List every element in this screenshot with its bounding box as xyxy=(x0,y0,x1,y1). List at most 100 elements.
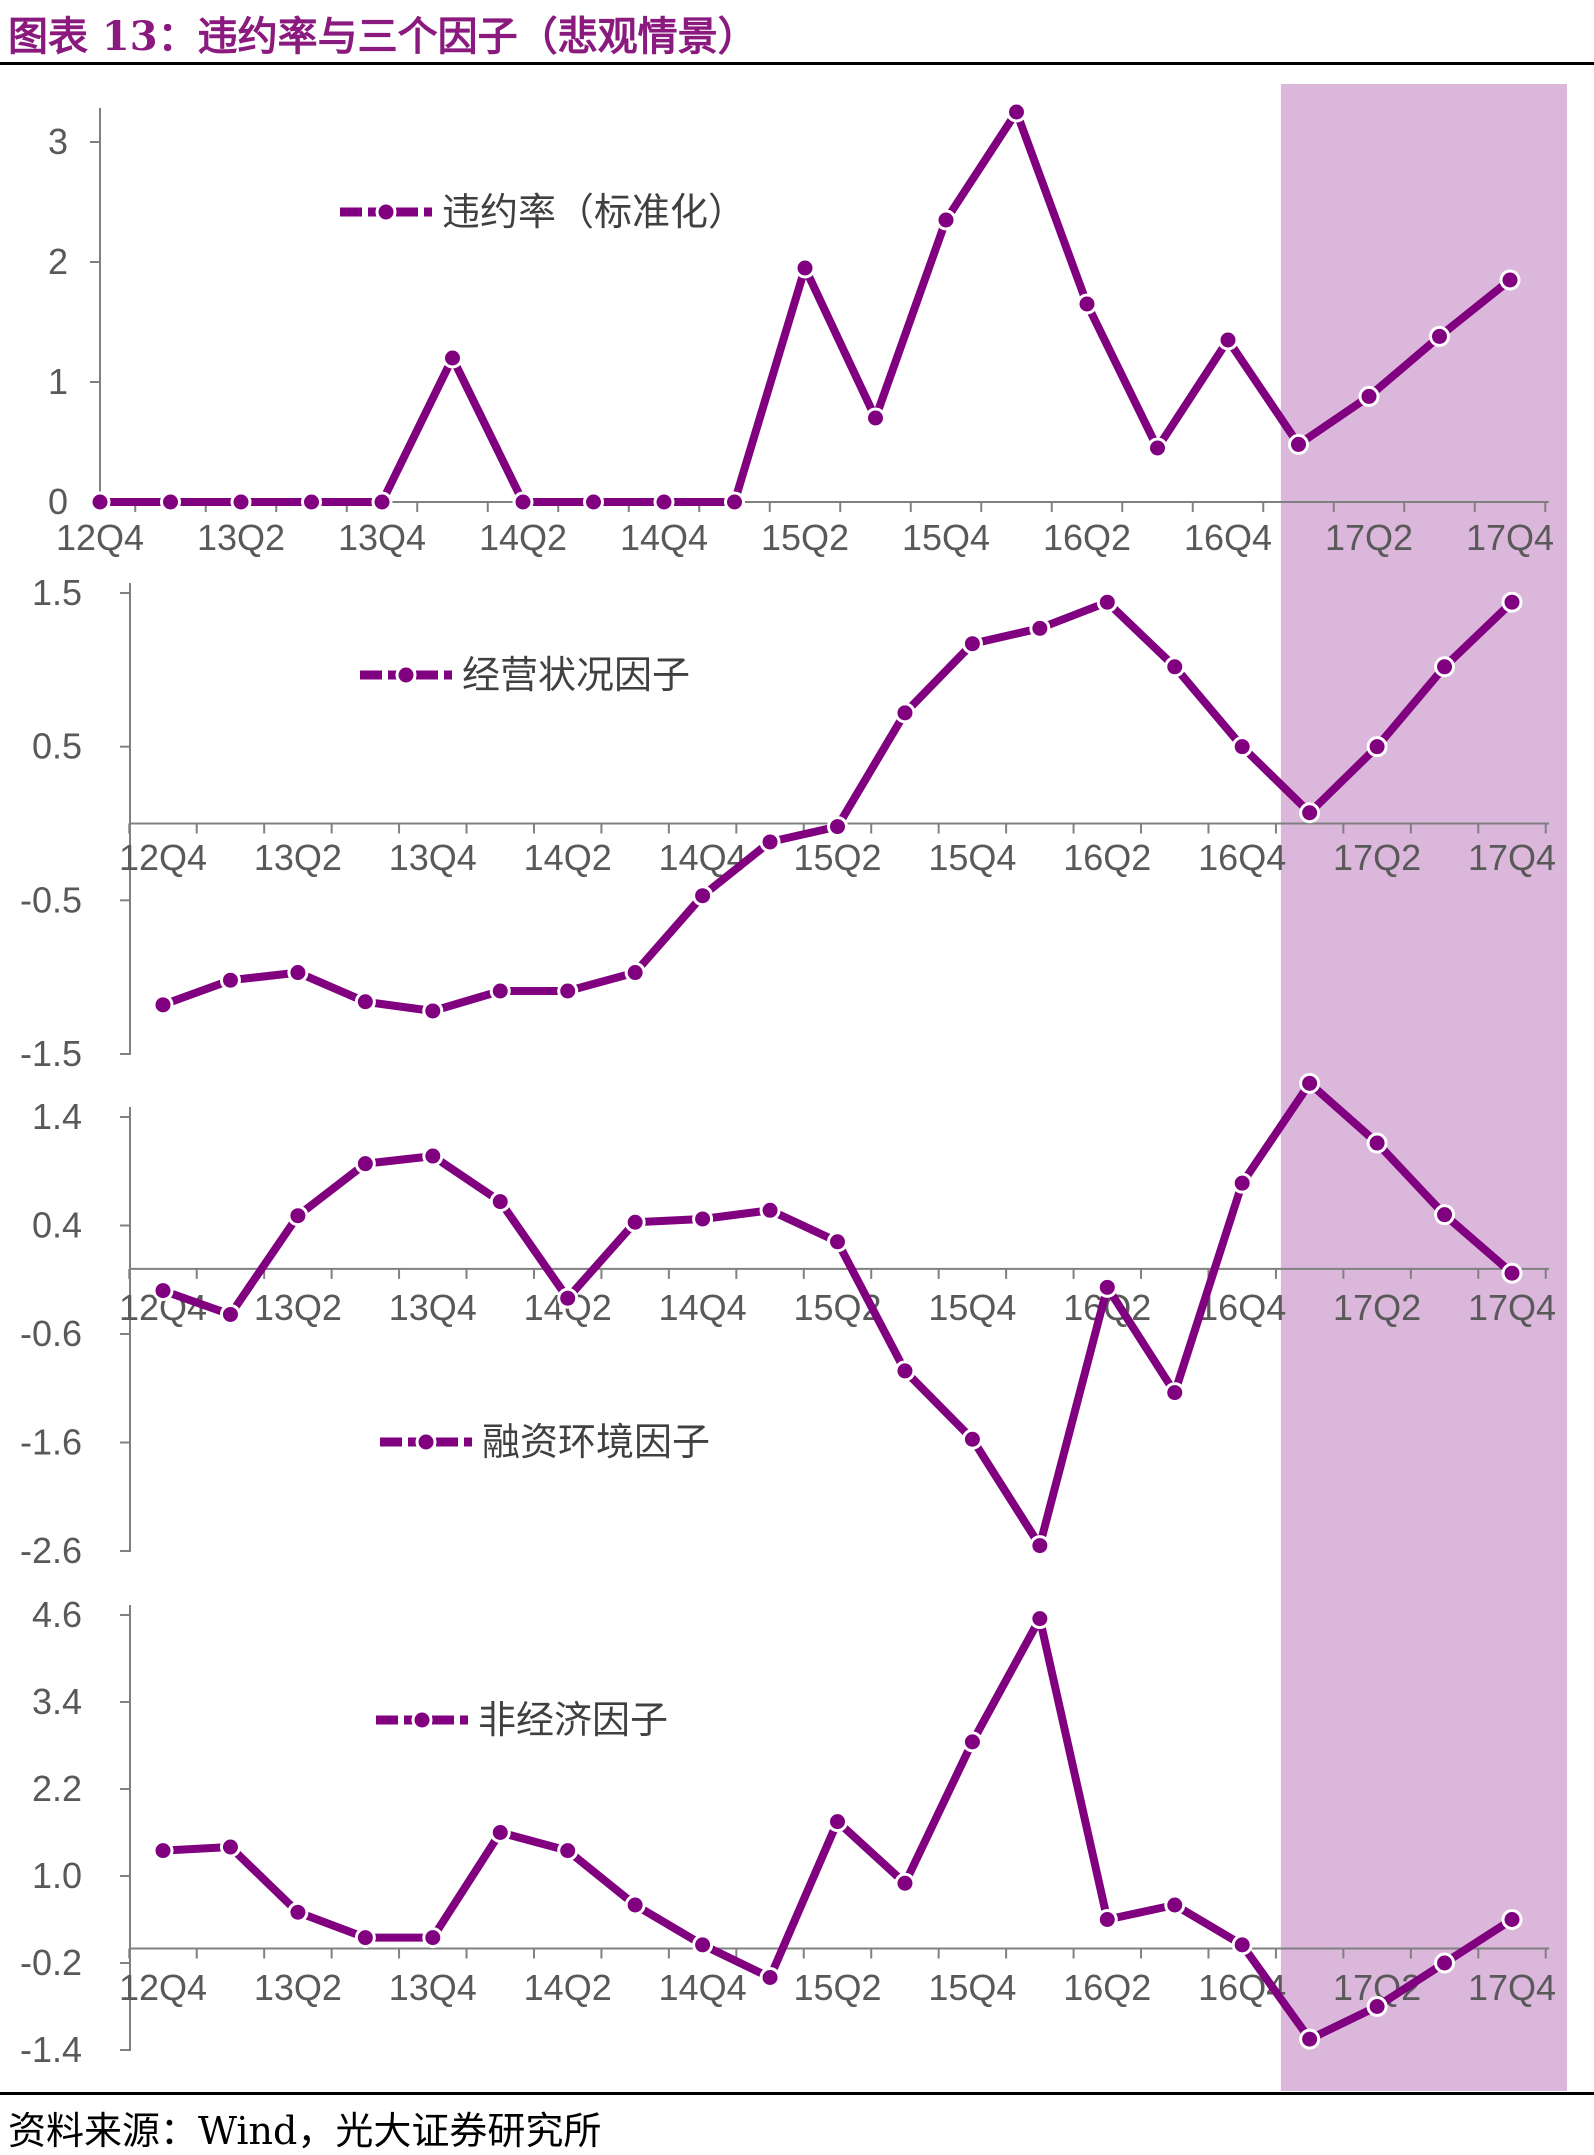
data-point xyxy=(1366,736,1388,758)
data-point xyxy=(1217,329,1239,351)
x-tick-label: 15Q4 xyxy=(928,837,1016,878)
data-point xyxy=(1501,591,1523,613)
x-tick-label: 16Q2 xyxy=(1063,1967,1151,2008)
data-point xyxy=(1006,101,1027,123)
data-point xyxy=(961,1731,983,1753)
y-tick-label: -0.2 xyxy=(20,1942,82,1983)
x-tick-label: 16Q4 xyxy=(1184,517,1272,558)
data-point xyxy=(1231,736,1253,758)
legend-label: 融资环境因子 xyxy=(482,1420,710,1464)
data-point xyxy=(1164,656,1186,678)
data-point xyxy=(1288,433,1309,455)
data-point xyxy=(287,962,309,984)
source-divider xyxy=(0,2092,1594,2095)
y-tick-label: -1.6 xyxy=(20,1422,82,1463)
x-tick-label: 12Q4 xyxy=(56,517,144,558)
x-tick-label: 13Q2 xyxy=(197,517,285,558)
data-point xyxy=(759,1199,781,1221)
x-tick-label: 15Q4 xyxy=(902,517,990,558)
y-tick-label: 0.5 xyxy=(32,726,82,767)
y-tick-label: -0.6 xyxy=(20,1313,82,1354)
data-point xyxy=(1147,437,1168,459)
data-point xyxy=(1366,1132,1388,1154)
x-tick-label: 14Q2 xyxy=(479,517,567,558)
x-tick-label: 16Q4 xyxy=(1198,1287,1286,1328)
y-tick-label: 0.4 xyxy=(32,1205,82,1246)
data-point xyxy=(653,491,675,513)
data-point xyxy=(1164,1382,1186,1404)
x-tick-label: 17Q2 xyxy=(1333,837,1421,878)
data-point xyxy=(230,491,252,513)
data-point xyxy=(827,816,848,838)
data-point xyxy=(422,1000,444,1022)
y-tick-label: 3 xyxy=(48,121,68,162)
legend-label: 经营状况因子 xyxy=(462,653,690,697)
y-tick-label: 1.5 xyxy=(32,572,82,613)
data-point xyxy=(1231,1172,1253,1194)
x-tick-label: 17Q4 xyxy=(1468,1287,1556,1328)
data-point xyxy=(1299,1072,1321,1094)
data-point xyxy=(219,1836,241,1858)
y-tick-label: 1.4 xyxy=(32,1096,82,1137)
data-point xyxy=(1029,1608,1051,1630)
data-point xyxy=(1096,1909,1118,1930)
legend-marker xyxy=(395,664,417,686)
legend-marker xyxy=(411,1709,433,1731)
y-tick-label: 1 xyxy=(48,361,68,402)
x-tick-label: 13Q2 xyxy=(254,1287,342,1328)
y-tick-label: 4.6 xyxy=(32,1594,82,1635)
x-tick-label: 13Q4 xyxy=(389,1287,477,1328)
x-tick-label: 13Q4 xyxy=(389,1967,477,2008)
x-tick-label: 17Q2 xyxy=(1333,1287,1421,1328)
legend-label: 违约率（标准化） xyxy=(442,190,746,234)
data-point xyxy=(759,831,781,853)
y-tick-label: 1.0 xyxy=(32,1855,82,1896)
x-tick-label: 14Q2 xyxy=(524,837,612,878)
data-point xyxy=(354,1927,376,1949)
legend-marker xyxy=(375,201,397,223)
y-tick-label: -0.5 xyxy=(20,879,82,920)
data-point xyxy=(1029,617,1051,639)
y-tick-label: 3.4 xyxy=(32,1681,82,1722)
x-tick-label: 14Q4 xyxy=(620,517,708,558)
x-tick-label: 16Q2 xyxy=(1043,517,1131,558)
x-tick-label: 13Q2 xyxy=(254,837,342,878)
data-point xyxy=(865,407,886,429)
source-note: 资料来源：Wind，光大证券研究所 xyxy=(8,2109,602,2153)
data-point xyxy=(1096,1276,1118,1298)
x-tick-label: 15Q4 xyxy=(928,1967,1016,2008)
data-point xyxy=(219,1303,241,1325)
data-point xyxy=(1501,1909,1523,1930)
data-point xyxy=(152,1840,174,1862)
data-point xyxy=(759,1967,781,1988)
data-point xyxy=(442,347,463,369)
data-point xyxy=(152,994,174,1016)
data-point xyxy=(287,1205,309,1227)
data-point xyxy=(422,1145,444,1167)
data-point xyxy=(624,1894,646,1916)
x-tick-label: 12Q4 xyxy=(119,837,207,878)
data-point xyxy=(961,1428,983,1450)
forecast-shaded-region xyxy=(1280,84,1567,2091)
y-tick-label: 2.2 xyxy=(32,1768,82,1809)
data-point xyxy=(160,491,181,513)
x-tick-label: 15Q2 xyxy=(793,1967,881,2008)
x-tick-label: 16Q4 xyxy=(1198,837,1286,878)
x-tick-label: 13Q2 xyxy=(254,1967,342,2008)
data-point xyxy=(152,1280,174,1302)
x-tick-label: 14Q4 xyxy=(659,1967,747,2008)
x-tick-label: 13Q4 xyxy=(338,517,426,558)
data-point xyxy=(935,209,957,231)
x-tick-label: 16Q2 xyxy=(1063,837,1151,878)
data-point xyxy=(557,980,579,1002)
x-tick-label: 17Q2 xyxy=(1325,517,1413,558)
x-tick-label: 15Q2 xyxy=(761,517,849,558)
data-point xyxy=(1501,1262,1523,1284)
data-point xyxy=(557,1287,579,1309)
data-point xyxy=(354,1153,376,1175)
data-point xyxy=(1434,1204,1456,1226)
data-point xyxy=(287,1901,309,1923)
data-point xyxy=(692,1934,714,1956)
data-point xyxy=(301,491,322,513)
